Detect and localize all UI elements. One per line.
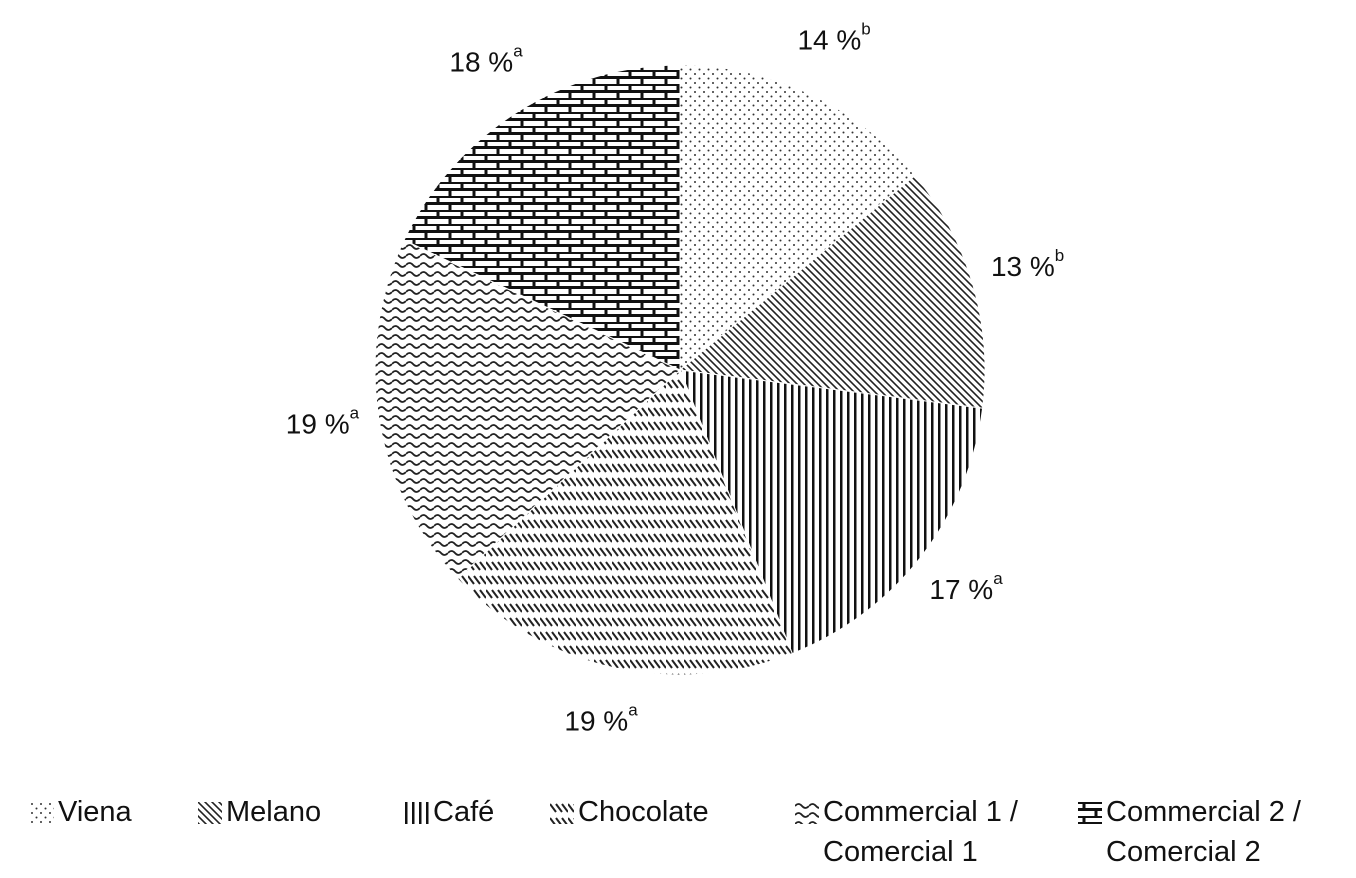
legend-label: Commercial 2 / Comercial 2 — [1106, 796, 1301, 868]
data-label: 14 %b — [797, 20, 870, 56]
pie-slice — [679, 64, 916, 372]
data-label-value: 19 % — [564, 706, 628, 737]
data-label: 13 %b — [991, 246, 1064, 282]
data-label-value: 14 % — [797, 25, 861, 56]
legend-swatch — [795, 802, 819, 824]
legend-swatch — [30, 802, 54, 824]
data-label: 18 %a — [449, 42, 523, 78]
legend-item: Commercial 1 / Comercial 1 — [795, 792, 1025, 872]
data-label: 19 %a — [564, 701, 638, 737]
pie-slice — [678, 174, 986, 409]
legend-label: Chocolate — [578, 796, 709, 828]
pie-area: 14 %b13 %b17 %a19 %a19 %a18 %a — [286, 20, 1064, 737]
legend-swatch-fill — [30, 802, 54, 824]
legend-label: Melano — [226, 796, 322, 828]
data-label-superscript: b — [861, 20, 870, 39]
legend: Viena Melano Café Chocolate Commercial 1 / C… — [0, 792, 1356, 878]
pie-slice — [403, 64, 681, 371]
data-label-superscript: a — [993, 569, 1003, 588]
pie-slice — [374, 239, 681, 580]
legend-label: Commercial 1 / Comercial 1 — [823, 796, 1018, 868]
legend-item: Café — [405, 792, 565, 832]
data-label-superscript: a — [628, 701, 638, 720]
legend-swatch — [550, 802, 574, 824]
legend-swatch-fill — [550, 802, 574, 824]
legend-item: Viena — [30, 792, 190, 832]
legend-label: Café — [433, 796, 495, 828]
data-label-value: 17 % — [929, 574, 993, 605]
pie-slice — [456, 369, 793, 676]
data-label-value: 18 % — [449, 47, 513, 78]
pie-slice — [679, 369, 984, 655]
legend-item: Melano — [198, 792, 358, 832]
legend-swatch-fill — [1078, 802, 1102, 824]
legend-item: Commercial 2 / Comercial 2 — [1078, 792, 1308, 872]
legend-swatch-fill — [795, 802, 819, 824]
legend-item: Chocolate — [550, 792, 710, 832]
data-label-value: 13 % — [991, 251, 1055, 282]
data-label: 19 %a — [286, 404, 360, 440]
data-label-superscript: a — [350, 404, 360, 423]
legend-label: Viena — [58, 796, 132, 828]
legend-swatch-fill — [198, 802, 222, 824]
data-label-value: 19 % — [286, 409, 350, 440]
data-label-superscript: b — [1055, 246, 1064, 265]
legend-swatch — [198, 802, 222, 824]
legend-swatch — [405, 802, 429, 824]
legend-swatch-fill — [405, 802, 429, 824]
legend-swatch — [1078, 802, 1102, 824]
data-label: 17 %a — [929, 569, 1003, 605]
data-label-superscript: a — [513, 42, 523, 61]
